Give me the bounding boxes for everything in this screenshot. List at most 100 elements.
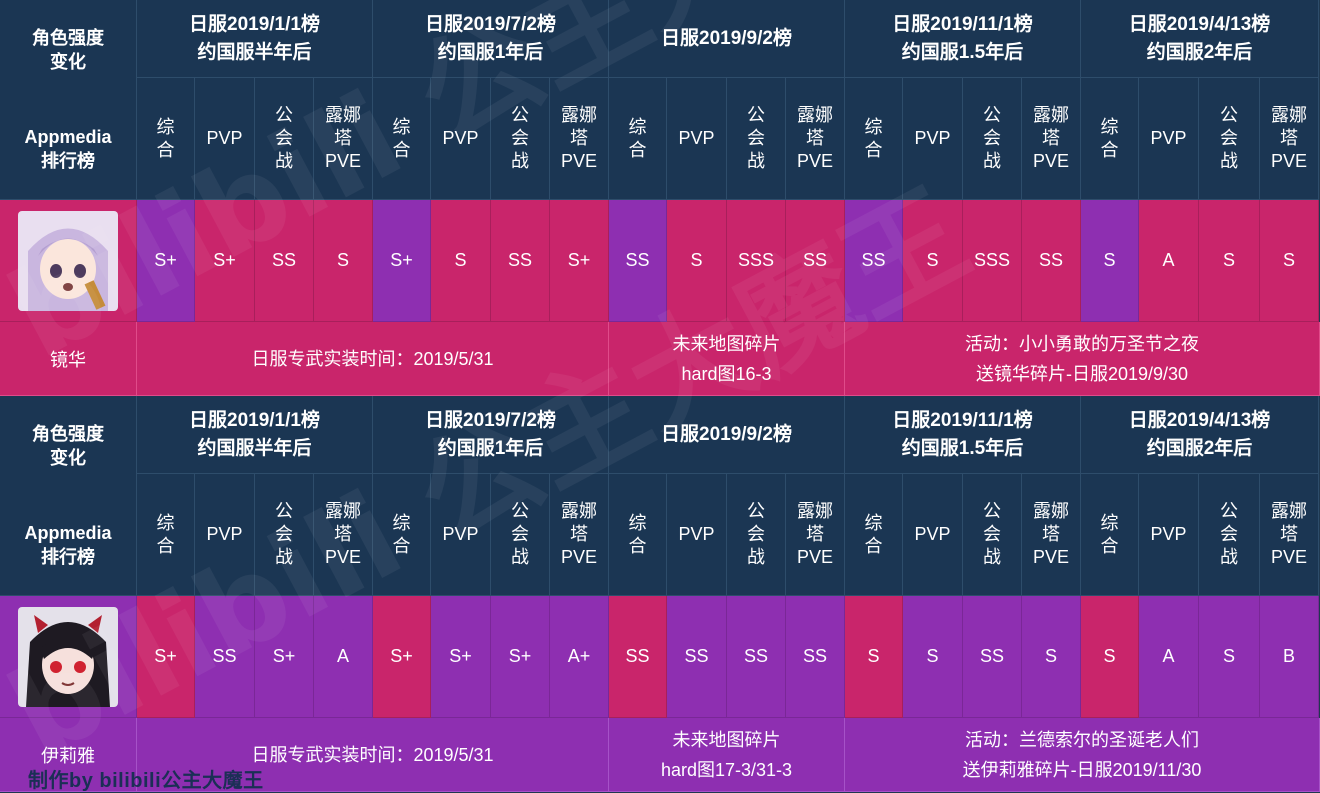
rating-cell: SS <box>786 200 845 322</box>
rating-cell: A <box>314 596 373 718</box>
subcolumn-label: 公会战 <box>1220 501 1238 567</box>
subcolumn-header: PVP <box>195 474 255 596</box>
rating-cell: SS <box>1022 200 1081 322</box>
subcolumn-label: 综合 <box>864 116 883 160</box>
rating-value: S <box>1103 646 1116 666</box>
date-group-header: 日服2019/4/13榜 约国服2年后 <box>1081 0 1319 78</box>
date-group-line1: 日服2019/4/13榜 <box>1128 13 1271 35</box>
rating-cell: A+ <box>550 596 609 718</box>
event-line1: 活动：兰德索尔的圣诞老人们 <box>965 729 1199 750</box>
subcolumn-label: 公会战 <box>983 105 1001 171</box>
character-name: 伊莉雅 <box>0 718 137 792</box>
subcolumn-label: PVP <box>206 524 243 544</box>
event-line1: 活动：小小勇敢的万圣节之夜 <box>965 333 1199 354</box>
rating-value: SS <box>1038 250 1063 270</box>
rating-value: A+ <box>567 646 591 666</box>
rating-cell: S <box>314 200 373 322</box>
shard-source-line2: hard图16-3 <box>681 363 772 384</box>
rating-value: B <box>1282 646 1295 666</box>
rating-value: SS <box>625 646 650 666</box>
rating-value: S+ <box>449 646 472 666</box>
subcolumn-header: 露娜塔PVE <box>1022 474 1081 596</box>
subcolumn-label: 露娜塔PVE <box>324 105 362 171</box>
subcolumn-header: 露娜塔PVE <box>314 474 373 596</box>
date-group-line1: 日服2019/9/2榜 <box>661 423 792 445</box>
rating-cell: S+ <box>137 596 195 718</box>
event-info: 活动：小小勇敢的万圣节之夜 送镜华碎片-日服2019/9/30 <box>845 322 1320 396</box>
date-group-line1: 日服2019/7/2榜 <box>425 13 556 35</box>
subcolumn-header: 露娜塔PVE <box>550 78 609 200</box>
rating-cell: S+ <box>373 200 431 322</box>
subcolumn-header: PVP <box>431 474 491 596</box>
rating-value: S <box>1222 250 1235 270</box>
character-name-text: 伊莉雅 <box>41 745 95 766</box>
subcolumn-label: 综合 <box>392 512 411 556</box>
rating-cell: S+ <box>195 200 255 322</box>
date-group-line1: 日服2019/9/2榜 <box>661 27 792 49</box>
rating-value: SS <box>271 250 296 270</box>
subcolumn-label: PVP <box>678 128 715 148</box>
date-group-header: 日服2019/7/2榜 约国服1年后 <box>373 0 609 78</box>
weapon-release-text: 日服专武实装时间：2019/5/31 <box>251 744 494 765</box>
rating-value: SS <box>802 646 827 666</box>
rating-value: S <box>926 250 939 270</box>
left-header: 角色强度变化 Appmedia排行榜 <box>0 0 137 200</box>
shard-source-info: 未来地图碎片 hard图17-3/31-3 <box>609 718 845 792</box>
rating-cell: S <box>1260 200 1319 322</box>
subcolumn-label: 综合 <box>392 116 411 160</box>
rating-cell: SSS <box>963 200 1022 322</box>
subcolumn-label: 露娜塔PVE <box>560 105 598 171</box>
subcolumn-header: PVP <box>431 78 491 200</box>
subcolumn-header: PVP <box>1139 78 1199 200</box>
subcolumn-header: 综合 <box>845 474 903 596</box>
rating-value: S+ <box>390 250 413 270</box>
date-group-header: 日服2019/11/1榜 约国服1.5年后 <box>845 396 1081 474</box>
subcolumn-label: 综合 <box>864 512 883 556</box>
rating-cell: SS <box>963 596 1022 718</box>
subcolumn-label: 公会战 <box>511 501 529 567</box>
subcolumn-label: 综合 <box>1100 116 1119 160</box>
rating-cell: SS <box>255 200 314 322</box>
subcolumn-label: PVP <box>914 524 951 544</box>
subcolumn-label: 综合 <box>156 116 175 160</box>
rating-cell: S+ <box>491 596 550 718</box>
rating-value: S+ <box>390 646 413 666</box>
date-group-line1: 日服2019/11/1榜 <box>892 409 1033 431</box>
rating-cell: S <box>1199 596 1260 718</box>
subcolumn-header: PVP <box>1139 474 1199 596</box>
subcolumn-header: 露娜塔PVE <box>786 78 845 200</box>
subcolumn-label: 露娜塔PVE <box>324 501 362 567</box>
date-group-header: 日服2019/9/2榜 <box>609 396 845 474</box>
event-line2: 送伊莉雅碎片-日服2019/11/30 <box>962 759 1202 780</box>
rating-value: S+ <box>154 250 177 270</box>
kyouka-portrait-icon <box>18 210 118 311</box>
rating-cell: S <box>845 596 903 718</box>
rating-cell: SS <box>609 596 667 718</box>
shard-source-line2: hard图17-3/31-3 <box>660 759 793 780</box>
subcolumn-label: 综合 <box>628 512 647 556</box>
subcolumn-header: 综合 <box>845 78 903 200</box>
shard-source-info: 未来地图碎片 hard图16-3 <box>609 322 845 396</box>
subcolumn-header: PVP <box>903 474 963 596</box>
rating-value: SS <box>743 646 768 666</box>
subcolumn-label: 露娜塔PVE <box>796 501 834 567</box>
subcolumn-label: 公会战 <box>275 501 293 567</box>
weapon-release-text: 日服专武实装时间：2019/5/31 <box>251 348 494 369</box>
subcolumn-label: 露娜塔PVE <box>1270 501 1308 567</box>
rating-value: A <box>336 646 349 666</box>
rating-value: SS <box>684 646 709 666</box>
rating-cell: S <box>1081 200 1139 322</box>
rating-cell: S <box>1199 200 1260 322</box>
subcolumn-label: 综合 <box>1100 512 1119 556</box>
subcolumn-header: 综合 <box>373 474 431 596</box>
subcolumn-label: PVP <box>442 524 479 544</box>
subcolumn-label: 公会战 <box>747 501 765 567</box>
rating-value: S <box>454 250 467 270</box>
subcolumn-label: 露娜塔PVE <box>1032 501 1070 567</box>
rating-cell: SS <box>727 596 786 718</box>
rating-value: S <box>1282 250 1295 270</box>
rating-cell: S+ <box>255 596 314 718</box>
date-group-line1: 日服2019/4/13榜 <box>1128 409 1271 431</box>
rating-cell: S+ <box>137 200 195 322</box>
